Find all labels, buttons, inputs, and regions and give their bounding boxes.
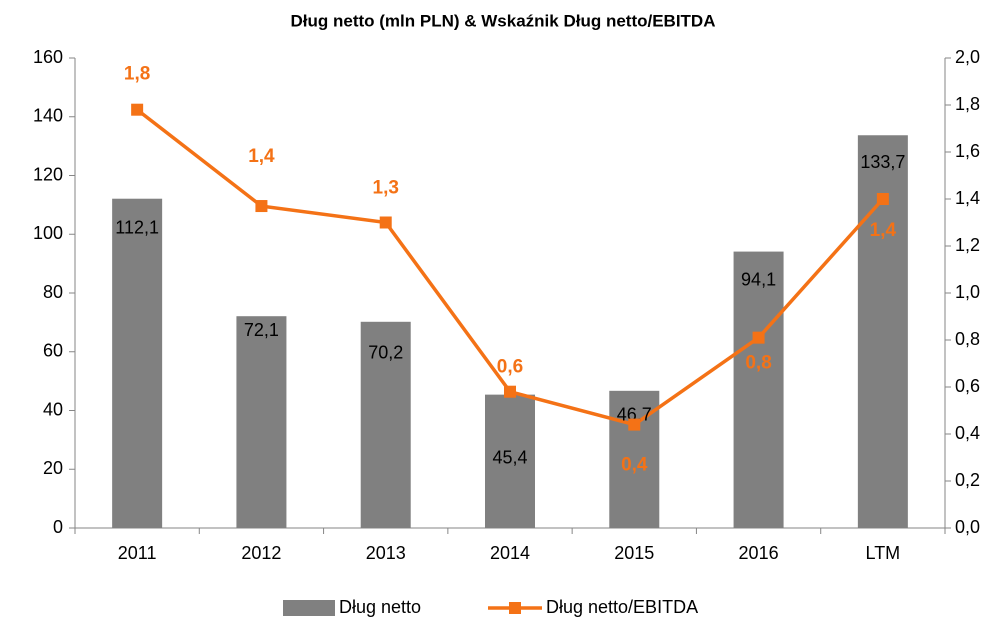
y-tick-label: 60 [43,341,63,361]
line-value-label: 1,8 [124,64,150,85]
bar-value-label: 46,7 [617,405,652,425]
line-marker [752,331,765,344]
x-tick-label: 2011 [118,543,157,563]
legend-label: Dług netto/EBITDA [546,597,698,617]
line-marker [255,200,268,213]
line-value-label: 0,6 [497,357,523,378]
bar-value-label: 112,1 [115,217,159,237]
x-tick-label: LTM [866,543,901,563]
y2-tick-label: 1,0 [955,282,980,302]
y2-tick-label: 0,2 [955,470,980,490]
line-value-label: 1,3 [373,178,399,199]
y2-tick-label: 1,8 [955,94,980,114]
y-tick-label: 80 [43,282,63,302]
bar-value-label: 72,1 [244,320,279,340]
x-tick-label: 2014 [490,543,530,563]
bar [236,316,287,528]
chart-title: Dług netto (mln PLN) & Wskaźnik Dług net… [291,11,716,30]
y2-tick-label: 1,6 [955,141,980,161]
line-marker [131,103,144,116]
y-tick-label: 20 [43,458,63,478]
line-marker [504,385,516,398]
bar [733,251,784,529]
x-tick-label: 2012 [241,543,281,563]
x-tick-label: 2015 [614,543,654,563]
x-tick-label: 2013 [366,543,406,563]
y-tick-label: 40 [43,399,63,419]
bar-value-label: 70,2 [368,343,403,363]
bar-value-label: 94,1 [741,269,776,289]
bar [360,321,411,528]
line-value-label: 0,4 [621,455,648,476]
y2-tick-label: 0,6 [955,376,980,396]
line-value-label: 1,4 [870,220,897,241]
bar-value-label: 45,4 [492,447,527,467]
bar-value-label: 133,7 [860,152,905,172]
y-tick-label: 100 [33,223,63,243]
bar [485,394,535,528]
legend-label: Dług netto [339,597,421,617]
legend-swatch [509,602,521,614]
line-value-label: 1,4 [248,146,275,167]
y-tick-label: 140 [33,106,63,126]
y-tick-label: 120 [33,164,63,184]
line-marker [876,193,889,205]
legend-swatch [283,600,335,616]
y2-tick-label: 1,2 [955,235,980,255]
line-marker [628,418,641,431]
y-tick-label: 0 [53,517,63,537]
y2-tick-label: 2,0 [955,47,980,67]
y2-tick-label: 0,4 [955,423,980,443]
bar [112,198,163,529]
line-marker [379,216,392,229]
line-value-label: 0,8 [745,353,771,374]
x-tick-label: 2016 [739,543,779,563]
y-tick-label: 160 [33,47,63,67]
y2-tick-label: 0,8 [955,329,980,349]
y2-tick-label: 1,4 [955,188,980,208]
y2-tick-label: 0,0 [955,517,980,537]
